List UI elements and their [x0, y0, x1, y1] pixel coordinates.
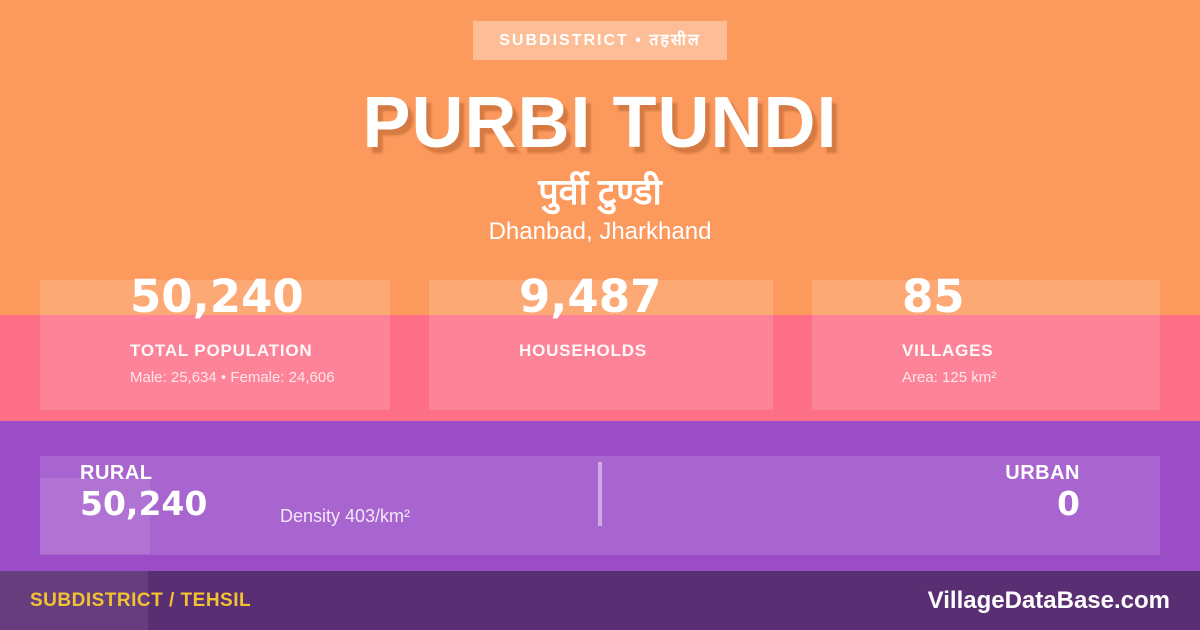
district-state-label: Dhanbad, Jharkhand: [488, 218, 712, 245]
rural-stat: RURAL 50,240: [80, 462, 207, 521]
villages-label: VILLAGES: [902, 341, 994, 360]
rural-urban-panel: RURAL 50,240 Density 403/km² URBAN 0: [40, 456, 1160, 555]
footer-bar: SUBDISTRICT / TEHSIL VillageDataBase.com: [0, 571, 1200, 630]
total-population-value: 50,240: [130, 270, 304, 323]
decorative-overlay-square: [40, 478, 150, 554]
stat-card-villages: 85 VILLAGES Area: 125 km²: [812, 270, 1160, 410]
total-population-label: TOTAL POPULATION: [130, 341, 313, 360]
site-brand-label: VillageDataBase.com: [927, 587, 1170, 614]
rural-label: RURAL: [80, 462, 153, 484]
male-female-breakdown: Male: 25,634 • Female: 24,606: [130, 369, 335, 386]
page-title: PURBI TUNDI: [362, 83, 838, 163]
footer-entity-type-label: SUBDISTRICT / TEHSIL: [30, 590, 252, 611]
title-hindi: पुर्वी टुण्डी: [538, 171, 662, 212]
villages-value: 85: [902, 270, 965, 323]
badge-row: SUBDISTRICT • तहसील: [0, 21, 1200, 60]
stat-card-households: 9,487 HOUSEHOLDS: [429, 270, 773, 410]
vertical-divider: [598, 462, 602, 526]
stat-card-total-population: 50,240 TOTAL POPULATION Male: 25,634 • F…: [40, 270, 390, 410]
households-label: HOUSEHOLDS: [519, 341, 647, 360]
area-detail: Area: 125 km²: [902, 369, 997, 386]
households-detail: [519, 370, 773, 385]
purple-band: [0, 421, 1200, 571]
orange-band: [0, 0, 1200, 315]
urban-value: 0: [1057, 484, 1080, 523]
pink-band: [0, 315, 1200, 421]
entity-type-badge: SUBDISTRICT • तहसील: [473, 21, 727, 60]
households-value: 9,487: [519, 270, 662, 323]
rural-value: 50,240: [80, 484, 208, 523]
density-label: Density 403/km²: [280, 506, 411, 526]
urban-label: URBAN: [1005, 462, 1080, 484]
decorative-footer-column: [0, 571, 148, 630]
urban-stat: URBAN 0: [1005, 462, 1080, 521]
